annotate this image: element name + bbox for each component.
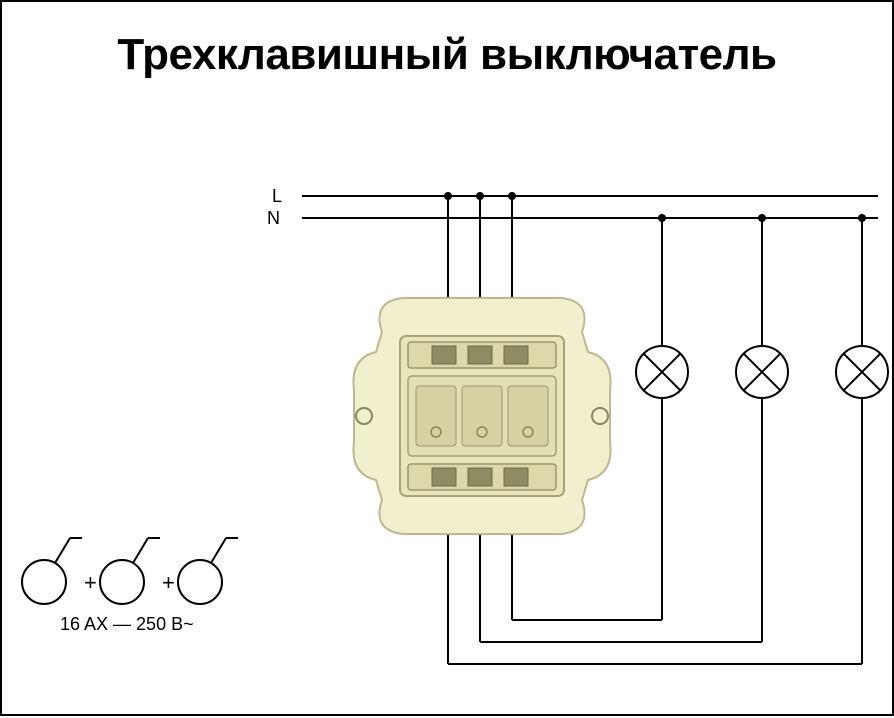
lamp-3 xyxy=(836,346,888,398)
legend-plus-1: + xyxy=(84,570,97,595)
wiring-svg: L N xyxy=(2,2,894,718)
rating-text: 16 AX — 250 B~ xyxy=(60,614,194,635)
switch-module xyxy=(353,298,610,534)
legend-symbol-3 xyxy=(178,538,238,604)
legend-symbol-1 xyxy=(22,538,82,604)
legend-plus-2: + xyxy=(162,570,175,595)
lamp-1 xyxy=(636,346,688,398)
legend-symbol-2 xyxy=(100,538,160,604)
label-L: L xyxy=(272,186,282,206)
diagram-frame: Трехклавишный выключатель L N xyxy=(0,0,894,716)
label-N: N xyxy=(267,208,280,228)
lamp-2 xyxy=(736,346,788,398)
